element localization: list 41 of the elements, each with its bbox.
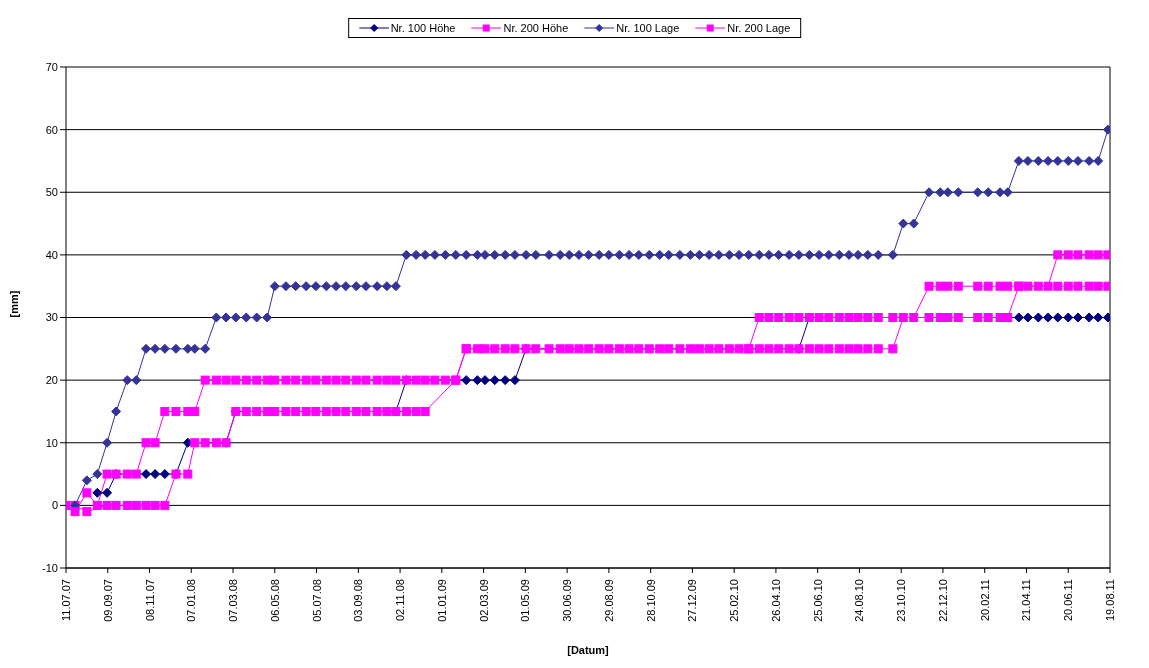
x-tick-label: 20.06.11 xyxy=(1062,579,1075,622)
legend-label: Nr. 200 Lage xyxy=(727,22,791,34)
x-tick-label: 21.04.11 xyxy=(1020,579,1033,622)
y-tick-label: 70 xyxy=(45,60,58,73)
x-tick-label: 01.05.09 xyxy=(519,579,532,622)
y-tick-label: 40 xyxy=(45,248,58,261)
y-tick-label: -10 xyxy=(42,561,58,574)
x-tick-label: 07.01.08 xyxy=(185,579,198,622)
x-tick-label: 25.06.10 xyxy=(811,579,824,622)
x-tick-label: 07.03.08 xyxy=(227,579,240,622)
x-tick-label: 29.08.09 xyxy=(602,579,615,622)
x-tick-label: 02.11.08 xyxy=(394,579,407,622)
x-tick-label: 09.09.07 xyxy=(101,579,114,622)
x-tick-label: 08.11.07 xyxy=(143,579,156,622)
x-axis-title: [Datum] xyxy=(567,644,610,656)
x-tick-label: 28.10.09 xyxy=(644,579,657,622)
y-axis-title: [mm] xyxy=(7,290,20,318)
x-tick-label: 26.04.10 xyxy=(769,579,782,622)
x-tick-label: 06.05.08 xyxy=(268,579,281,622)
y-tick-label: 60 xyxy=(45,123,58,136)
y-tick-label: 50 xyxy=(45,186,58,199)
x-tick-label: 01.01.09 xyxy=(435,579,448,622)
x-tick-label: 19.08.11 xyxy=(1104,579,1116,622)
x-tick-label: 05.07.08 xyxy=(310,579,323,622)
x-tick-label: 02.03.09 xyxy=(477,579,490,622)
y-tick-label: 20 xyxy=(45,374,58,387)
x-tick-label: 22.12.10 xyxy=(936,579,949,622)
x-tick-label: 24.08.10 xyxy=(853,579,866,622)
legend-label: Nr. 100 Lage xyxy=(616,22,680,34)
y-tick-label: 0 xyxy=(51,499,58,512)
legend-label: Nr. 200 Höhe xyxy=(503,22,569,34)
y-tick-label: 30 xyxy=(45,311,58,324)
x-tick-label: 25.02.10 xyxy=(728,579,741,622)
x-tick-label: 20.02.11 xyxy=(978,579,991,622)
legend-label: Nr. 100 Höhe xyxy=(390,22,456,34)
x-tick-label: 27.12.09 xyxy=(686,579,699,622)
x-tick-label: 03.09.08 xyxy=(352,579,365,622)
x-tick-label: 30.06.09 xyxy=(561,579,574,622)
x-tick-label: 23.10.10 xyxy=(895,579,908,622)
x-tick-label: 11.07.07 xyxy=(60,579,72,622)
y-tick-label: 10 xyxy=(45,436,58,449)
